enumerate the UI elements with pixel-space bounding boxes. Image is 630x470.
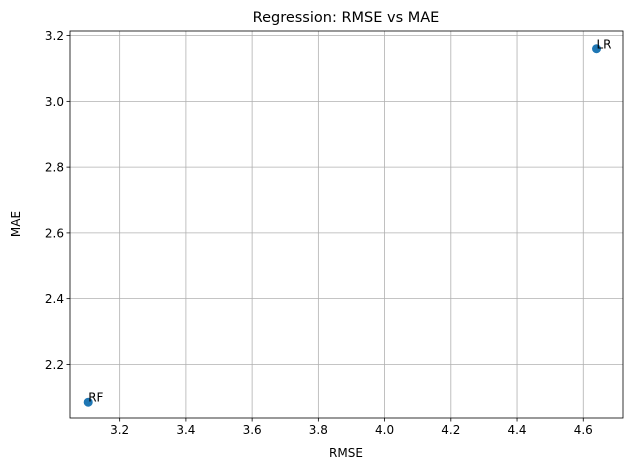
y-tick-label: 2.2 <box>45 358 64 372</box>
x-axis-label: RMSE <box>329 446 363 460</box>
plot-area-frame <box>69 30 624 419</box>
x-tick-label: 4.2 <box>441 423 460 437</box>
x-tick-label: 4.4 <box>507 423 526 437</box>
data-point-lr <box>592 44 602 54</box>
x-tick-label: 3.8 <box>309 423 328 437</box>
x-tick-label: 3.6 <box>243 423 262 437</box>
x-tick-label: 4.0 <box>375 423 394 437</box>
y-tick-label: 2.6 <box>45 226 64 240</box>
chart-title: Regression: RMSE vs MAE <box>253 10 440 26</box>
x-tick-label: 3.2 <box>110 423 129 437</box>
data-points: RF LR <box>83 37 612 407</box>
x-tick-label: 4.6 <box>574 423 593 437</box>
y-tick-label: 2.8 <box>45 161 64 175</box>
y-tick-label: 3.0 <box>45 95 64 109</box>
y-axis-label: MAE <box>9 211 23 237</box>
axis-ticks: 3.2 3.4 3.6 3.8 4.0 4.2 4.4 4.6 2.2 2.4 2.6 2.8 3.0 3… <box>45 29 593 437</box>
y-tick-label: 3.2 <box>45 29 64 43</box>
data-label-lr: LR <box>597 37 612 51</box>
grid-lines <box>70 31 623 418</box>
data-point-rf <box>83 397 93 407</box>
data-label-rf: RF <box>88 391 103 405</box>
y-tick-label: 2.4 <box>45 292 64 306</box>
x-tick-label: 3.4 <box>176 423 195 437</box>
